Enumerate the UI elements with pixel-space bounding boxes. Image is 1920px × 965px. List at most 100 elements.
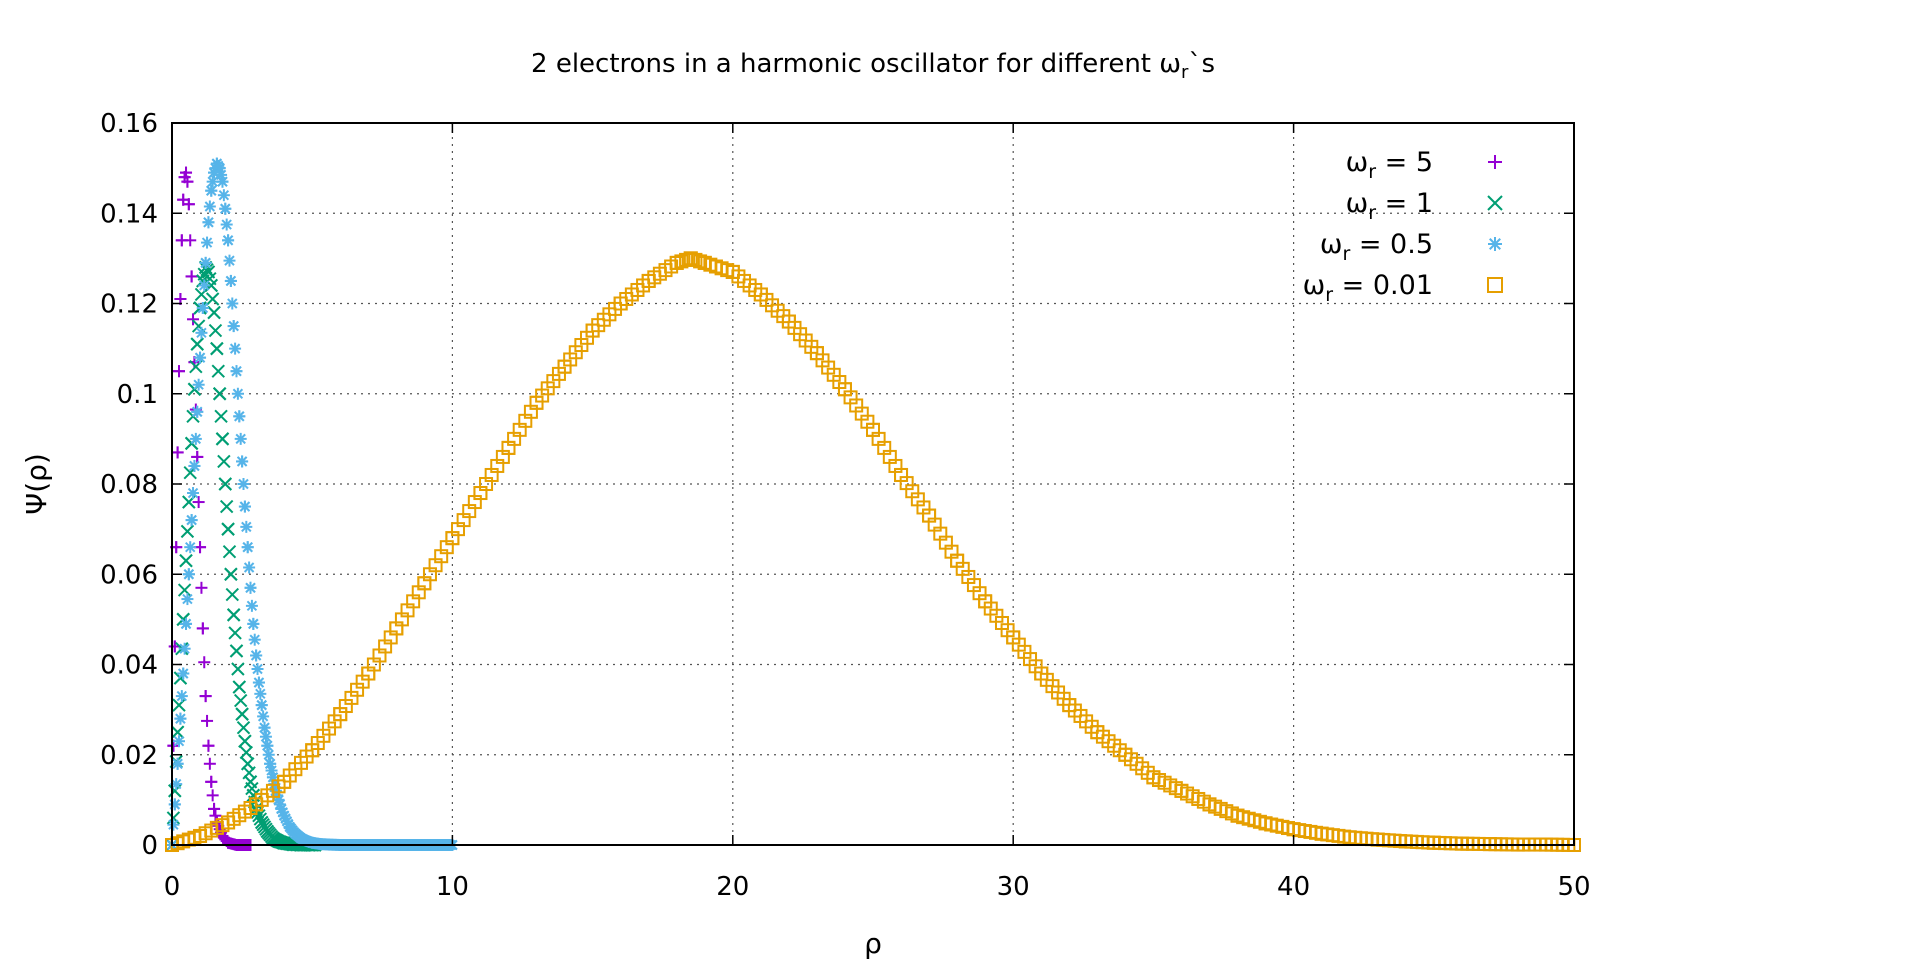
data-point-fill xyxy=(219,499,234,514)
data-point-fill xyxy=(192,496,205,509)
y-tick-label: 0.04 xyxy=(100,651,158,681)
data-point-fill xyxy=(174,712,187,725)
data-point-fill xyxy=(205,184,218,197)
data-point-fill xyxy=(180,166,193,179)
y-tick-label: 0 xyxy=(141,831,158,861)
data-point-fill xyxy=(236,720,251,735)
data-point-fill xyxy=(259,730,272,743)
data-point-fill xyxy=(245,599,258,612)
data-point-fill xyxy=(196,622,209,635)
data-point-fill xyxy=(191,405,204,418)
legend-label: ωr = 0.01 xyxy=(1303,270,1433,306)
data-point-fill xyxy=(170,725,185,739)
data-point-fill xyxy=(247,617,260,630)
data-point-fill xyxy=(262,748,275,761)
data-point-fill xyxy=(222,234,235,247)
data-point-fill xyxy=(195,326,208,339)
chart-title: 2 electrons in a harmonic oscillator for… xyxy=(531,49,1215,83)
data-point-fill xyxy=(237,478,250,490)
data-point-fill xyxy=(208,323,223,338)
data-point-fill xyxy=(184,541,197,554)
data-point-fill xyxy=(669,255,684,270)
y-tick-label: 0.02 xyxy=(100,741,158,771)
data-point-fill xyxy=(229,342,242,355)
data-point-fill xyxy=(201,714,214,727)
data-point-fill xyxy=(679,252,694,267)
data-point-fill xyxy=(172,698,186,712)
data-point-fill xyxy=(227,320,240,333)
data-point-fill xyxy=(231,662,245,676)
data-point-fill xyxy=(217,454,231,469)
data-point-fill xyxy=(168,798,181,811)
legend-label: ωr = 1 xyxy=(1346,188,1433,224)
plot-data xyxy=(165,157,1581,852)
data-point-fill xyxy=(261,739,274,752)
data-point-fill xyxy=(182,198,195,211)
x-tick-label: 40 xyxy=(1277,872,1310,902)
y-tick-label: 0.1 xyxy=(117,380,158,410)
data-point-fill xyxy=(222,544,237,559)
axis-ticks: 0 10 20 30 40 50 0 0.02 0.04 0.06 0.08 0.1 0.12 0.14 0… xyxy=(100,109,1590,902)
data-point-fill xyxy=(196,302,209,315)
data-point-fill xyxy=(688,252,703,267)
data-point-fill xyxy=(191,450,204,463)
data-point-fill xyxy=(181,593,194,606)
y-tick-label: 0.14 xyxy=(100,199,158,229)
data-point-fill xyxy=(234,432,247,445)
data-point-fill xyxy=(231,387,244,400)
data-point-fill xyxy=(224,567,238,581)
data-point-fill xyxy=(250,649,263,662)
data-point-fill xyxy=(228,626,242,640)
data-point-fill xyxy=(181,175,194,188)
data-point-fill xyxy=(210,341,224,356)
data-point-fill xyxy=(225,587,239,602)
data-point-fill xyxy=(258,721,271,734)
data-point-fill xyxy=(214,409,228,424)
data-point-fill xyxy=(233,410,246,423)
legend-label: ωr = 5 xyxy=(1346,147,1433,183)
data-point-fill xyxy=(238,500,251,513)
data-point-fill xyxy=(221,522,235,536)
data-point-fill xyxy=(187,313,200,326)
data-point-fill xyxy=(257,710,270,723)
data-point-fill xyxy=(191,319,206,333)
legend-marker xyxy=(1487,195,1503,211)
data-point-fill xyxy=(232,680,247,694)
data-point-fill xyxy=(230,365,243,378)
data-point-fill xyxy=(195,581,208,594)
data-point-fill xyxy=(187,487,200,500)
data-point-fill xyxy=(201,236,214,249)
x-axis-label: ρ xyxy=(864,927,882,960)
y-tick-label: 0.06 xyxy=(100,560,158,590)
data-point-fill xyxy=(229,644,244,658)
legend-item: ωr = 0.01 xyxy=(1303,270,1503,306)
data-point-fill xyxy=(192,378,205,391)
data-point-fill xyxy=(180,617,193,630)
data-point-fill xyxy=(173,365,186,378)
x-tick-label: 10 xyxy=(436,872,469,902)
data-point-fill xyxy=(215,432,230,446)
data-point-fill xyxy=(208,802,221,815)
legend-item: ωr = 1 xyxy=(1346,188,1503,224)
data-point-fill xyxy=(674,254,689,269)
data-point-fill xyxy=(217,189,230,202)
data-point-fill xyxy=(199,256,212,269)
legend-label: ωr = 0.5 xyxy=(1320,229,1433,265)
data-point-fill xyxy=(185,270,198,283)
data-point-fill xyxy=(218,477,232,491)
x-tick-label: 20 xyxy=(716,872,749,902)
y-axis-label: Ψ(ρ) xyxy=(20,453,53,515)
data-point-fill xyxy=(244,581,257,594)
series-square xyxy=(165,251,1581,852)
data-point-fill xyxy=(233,693,248,708)
data-point-fill xyxy=(219,202,232,215)
data-point-fill xyxy=(188,459,201,472)
data-point-fill xyxy=(206,175,219,188)
data-point-fill xyxy=(207,305,221,320)
data-point-fill xyxy=(190,337,204,351)
data-point-fill xyxy=(179,554,193,568)
data-point-fill xyxy=(198,656,211,669)
data-point-fill xyxy=(206,789,219,802)
